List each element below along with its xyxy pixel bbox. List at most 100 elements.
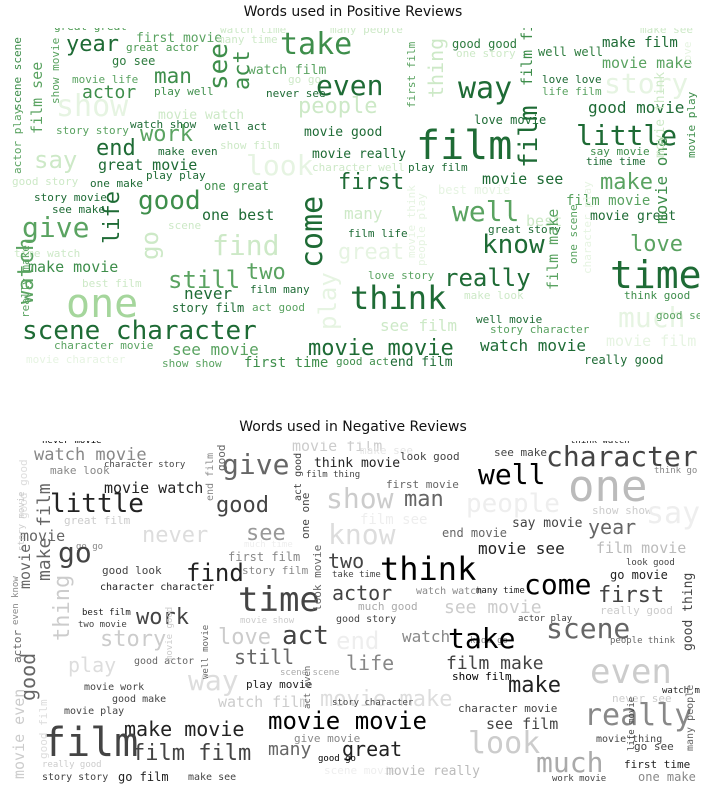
positive-cloud-word: first (338, 170, 405, 195)
negative-cloud-word: two (328, 549, 365, 573)
positive-cloud-word: go see (112, 54, 156, 68)
positive-cloud-word: really good (584, 353, 664, 367)
negative-cloud-word: still (234, 645, 295, 669)
negative-cloud-word: many people (685, 684, 696, 751)
positive-cloud-word: play (314, 272, 342, 330)
positive-cloud-word: movie play (685, 91, 698, 158)
negative-cloud-word: movie even (10, 688, 28, 779)
negative-cloud-word: look good (400, 450, 460, 463)
positive-cloud-word: watch time (220, 28, 287, 36)
negative-cloud-word: film (42, 720, 139, 766)
positive-cloud-word: go (136, 231, 164, 260)
positive-cloud-word: well (452, 195, 520, 228)
positive-cloud-word: watch movie (480, 336, 586, 355)
positive-cloud-word: film life (348, 227, 408, 240)
negative-cloud-word: character (546, 441, 698, 473)
positive-cloud-word: say (34, 146, 78, 174)
negative-cloud-word: show film (452, 670, 512, 683)
negative-reviews-title: Words used in Negative Reviews (239, 419, 467, 435)
positive-cloud-word: make even (158, 145, 218, 158)
negative-cloud-word: work (136, 605, 189, 630)
positive-cloud-word: two (246, 260, 286, 285)
negative-cloud-word: life (346, 651, 395, 675)
negative-cloud-word: make film (34, 483, 55, 581)
positive-cloud-word: love story (368, 269, 435, 282)
negative-cloud-word: watch (402, 627, 451, 646)
positive-cloud-word: good movie (588, 98, 685, 117)
negative-cloud-word: many time (476, 586, 525, 596)
positive-cloud-word: many (344, 204, 383, 223)
negative-cloud-word: think movie (314, 456, 401, 471)
negative-cloud-word: film film (132, 741, 252, 766)
positive-cloud-word: character movie (54, 339, 154, 352)
positive-cloud-word: see movie (172, 340, 259, 359)
negative-cloud-word: see make (494, 446, 547, 459)
positive-cloud-word: well well (538, 45, 604, 59)
positive-cloud-word: make (600, 170, 653, 195)
positive-cloud-word: say movie (590, 145, 650, 158)
negative-cloud-word: movie really (386, 764, 480, 779)
positive-cloud-word: character play (581, 181, 594, 274)
positive-cloud-word: good story (12, 175, 79, 188)
negative-cloud-word: act (282, 621, 329, 651)
negative-cloud-word: make look (50, 464, 110, 477)
negative-cloud-word: movie thing (596, 734, 663, 745)
negative-cloud-word: one one (299, 492, 312, 539)
positive-cloud-word: make see (640, 28, 693, 36)
negative-cloud-word: good story (336, 614, 397, 625)
positive-cloud-word: story story (56, 124, 129, 137)
positive-cloud-word: film see (28, 61, 46, 134)
positive-cloud-word: actor (82, 82, 137, 103)
negative-cloud-word: never see (612, 692, 672, 705)
negative-cloud-word: story movie (17, 491, 27, 551)
negative-cloud-word: watch make (662, 686, 700, 696)
negative-cloud-word: year (588, 515, 637, 539)
negative-cloud-word: time (238, 580, 320, 620)
positive-cloud-word: film (416, 123, 513, 169)
negative-cloud-word: good actor (134, 656, 195, 667)
positive-cloud-word: know (482, 230, 545, 260)
positive-cloud-word: one story (456, 47, 516, 60)
negative-cloud-word: character story (104, 460, 186, 470)
positive-cloud-word: film (514, 105, 544, 168)
negative-cloud-word: look (468, 726, 541, 761)
positive-reviews-title: Words used in Positive Reviews (243, 4, 463, 20)
positive-cloud-word: think (350, 279, 447, 317)
negative-cloud-word: know go (470, 636, 508, 646)
negative-cloud-word: see movie (444, 597, 542, 618)
positive-cloud-word: time watch (14, 247, 81, 260)
negative-cloud-word: watch film (218, 693, 309, 711)
negative-cloud-word: movie movie (268, 707, 427, 735)
positive-cloud-word: love (630, 232, 683, 257)
positive-cloud-word: make look (464, 289, 524, 302)
positive-cloud-word: movie see (482, 170, 564, 188)
negative-cloud-word: see film (486, 715, 559, 733)
negative-cloud-word: two movie (78, 620, 127, 630)
positive-cloud-word: show show (162, 357, 222, 370)
positive-cloud-word: good act (336, 355, 389, 368)
positive-cloud-word: love movie (474, 113, 547, 127)
positive-cloud-word: make film (602, 35, 678, 51)
negative-cloud-word: people think (610, 636, 676, 646)
negative-cloud-word: well (478, 458, 546, 491)
positive-cloud-word: even (316, 69, 384, 102)
positive-cloud-word: thing (424, 37, 448, 98)
positive-cloud-word: best film (82, 277, 142, 290)
positive-cloud-word: one (66, 281, 139, 327)
negative-cloud-word: really good (600, 604, 673, 617)
negative-cloud-word: scene (546, 612, 631, 645)
negative-cloud-word: good film (37, 699, 50, 759)
negative-cloud-word: story (100, 627, 167, 652)
positive-cloud-word: life (100, 191, 125, 244)
negative-cloud-word: go film (118, 770, 169, 784)
positive-cloud-word: see make (52, 203, 105, 216)
positive-cloud-word: give (22, 211, 90, 244)
positive-cloud-word: end (96, 136, 136, 161)
positive-cloud-word: time time (586, 155, 646, 168)
negative-cloud-word: good look (102, 564, 162, 577)
negative-cloud-word: think (380, 550, 477, 588)
negative-cloud-word: give (222, 448, 290, 481)
negative-cloud-word: never (142, 523, 209, 548)
positive-cloud-word: story character (490, 323, 590, 336)
negative-cloud-word: man (404, 487, 444, 512)
